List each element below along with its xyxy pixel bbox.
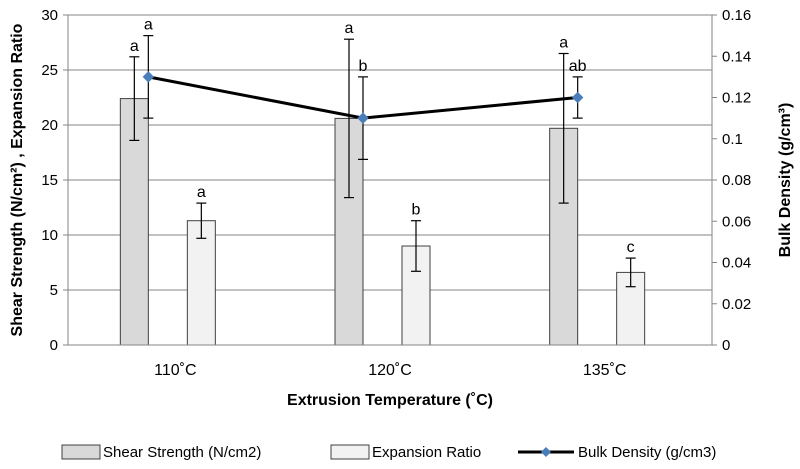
significance-label: b — [359, 58, 368, 75]
x-axis-title: Extrusion Temperature (˚C) — [287, 392, 493, 409]
y-tick-label: 0 — [50, 337, 58, 354]
significance-label: a — [345, 20, 354, 37]
x-tick-label: 110˚C — [154, 362, 196, 379]
y2-tick-label: 0.16 — [722, 7, 751, 24]
y2-tick-label: 0.04 — [722, 255, 751, 272]
y2-tick-label: 0.14 — [722, 48, 751, 65]
significance-label: a — [144, 17, 153, 34]
significance-label: a — [130, 38, 139, 55]
x-tick-label: 120˚C — [368, 362, 412, 379]
significance-label: c — [627, 239, 635, 256]
y2-tick-label: 0.06 — [722, 213, 751, 230]
y2-tick-label: 0.08 — [722, 172, 751, 189]
bar — [186, 220, 216, 346]
y-tick-label: 15 — [41, 172, 58, 189]
y2-axis-title: Bulk Density (g/cm³) — [777, 103, 794, 258]
gridlines — [68, 14, 712, 291]
y2-tick-label: 0.02 — [722, 296, 751, 313]
legend-swatch — [61, 444, 101, 460]
data-point-marker — [357, 112, 369, 124]
bulk-density-line — [142, 71, 584, 124]
bars — [119, 98, 646, 346]
y-tick-label: 30 — [41, 7, 58, 24]
legend-marker — [541, 447, 551, 457]
tick-labels: 0 5 10 15 20 25 30 0 0.02 0.04 0.06 0.08 0.1 0.12 0.14… — [41, 7, 751, 379]
y2-tick-label: 0.1 — [722, 131, 743, 148]
axes — [63, 14, 717, 346]
error-bars — [129, 35, 636, 288]
y2-tick-label: 0.12 — [722, 90, 751, 107]
significance-label: b — [412, 202, 421, 219]
legend-label: Shear Strength (N/cm2) — [103, 444, 261, 461]
y2-tick-label: 0 — [722, 337, 730, 354]
y-tick-label: 10 — [41, 227, 58, 244]
y-tick-label: 5 — [50, 282, 58, 299]
y-tick-label: 25 — [41, 62, 58, 79]
significance-label: ab — [569, 58, 587, 75]
legend-label: Expansion Ratio — [372, 444, 481, 461]
data-point-marker — [142, 71, 155, 83]
significance-label: a — [559, 35, 568, 52]
legend-label: Bulk Density (g/cm3) — [578, 444, 716, 461]
y-axis-title: Shear Strength (N/cm²) , Expansion Ratio — [9, 23, 26, 336]
y-tick-label: 20 — [41, 117, 58, 134]
significance-label: a — [197, 184, 206, 201]
legend-swatch — [330, 444, 370, 460]
x-tick-label: 135˚C — [583, 362, 627, 379]
legend: Shear Strength (N/cm2) Expansion Ratio Bul… — [61, 444, 716, 461]
data-point-marker — [571, 91, 584, 104]
